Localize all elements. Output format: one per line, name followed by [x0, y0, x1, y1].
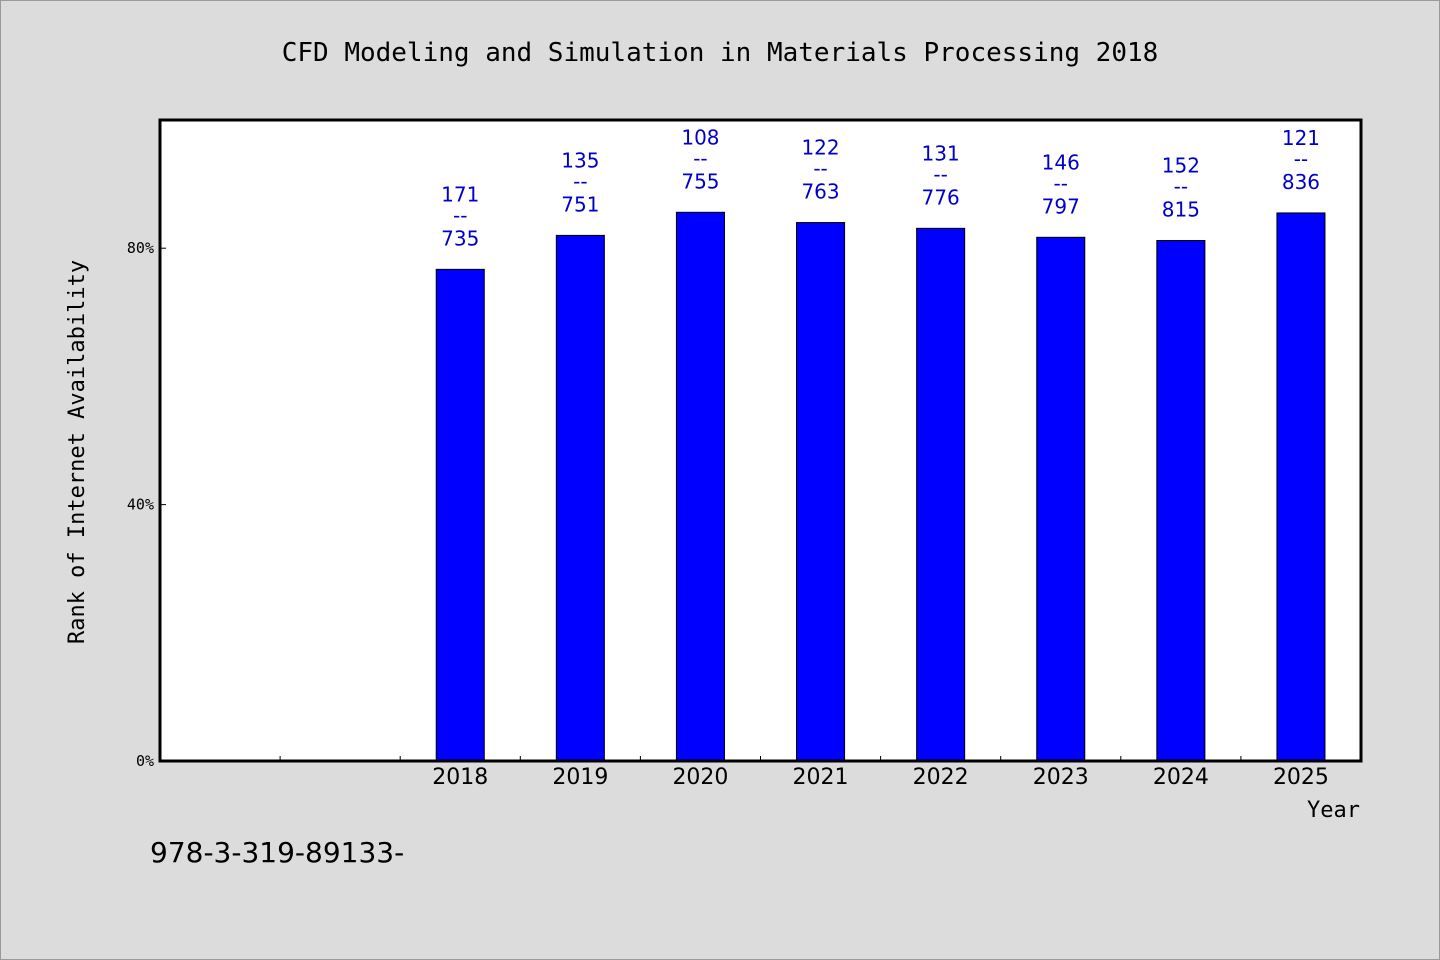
- ticks-layer: 0% 40% 80% 2018 2019 2020 2021 2022 2023 2024 2025: [127, 239, 1329, 790]
- bar-2024: [1156, 240, 1206, 762]
- x-tick-label: 2022: [913, 765, 969, 790]
- y-tick-label: 0%: [136, 752, 154, 770]
- data-label: 146: [1042, 150, 1080, 174]
- data-label: --: [1054, 171, 1068, 195]
- footer-isbn-text: 978-3-319-89133-: [150, 836, 404, 869]
- bar-2022: [916, 227, 966, 762]
- bar-2025: [1276, 212, 1326, 762]
- data-label: --: [1294, 147, 1308, 171]
- data-label: 131: [922, 141, 960, 165]
- y-axis-label: Rank of Internet Availability: [65, 260, 90, 644]
- data-label: 836: [1282, 170, 1320, 194]
- x-tick-label: 2021: [793, 765, 849, 790]
- x-tick-label: 2024: [1153, 765, 1209, 790]
- bar-2021: [796, 222, 846, 762]
- data-label: --: [813, 157, 827, 181]
- x-tick-label: 2023: [1033, 765, 1089, 790]
- data-label: 735: [441, 226, 479, 250]
- data-label: 776: [922, 185, 960, 209]
- data-label: 755: [681, 169, 719, 193]
- chart-title: CFD Modeling and Simulation in Materials…: [282, 38, 1159, 68]
- data-label: 135: [561, 148, 599, 172]
- data-label: 751: [561, 192, 599, 216]
- data-label: 108: [681, 125, 719, 149]
- data-label: 171: [441, 182, 479, 206]
- data-label: --: [933, 162, 947, 186]
- data-labels-layer: 171--735135--751108--755122--763131--776…: [441, 125, 1320, 250]
- data-label: --: [573, 169, 587, 193]
- x-tick-label: 2019: [552, 765, 608, 790]
- data-label: 121: [1282, 126, 1320, 150]
- bar-2018: [435, 268, 485, 762]
- bars-layer: [435, 211, 1326, 762]
- data-label: 815: [1162, 198, 1200, 222]
- y-tick-label: 40%: [127, 496, 154, 514]
- data-label: --: [693, 146, 707, 170]
- x-tick-label: 2025: [1273, 765, 1329, 790]
- x-axis-label: Year: [1307, 798, 1360, 823]
- data-label: 152: [1162, 154, 1200, 178]
- bar-2023: [1036, 236, 1086, 762]
- x-tick-label: 2020: [672, 765, 728, 790]
- data-label: --: [1174, 175, 1188, 199]
- data-label: 797: [1042, 194, 1080, 218]
- plot-border: [158, 118, 1363, 763]
- x-tick-label: 2018: [432, 765, 488, 790]
- data-label: --: [453, 203, 467, 227]
- data-label: 763: [801, 180, 839, 204]
- bar-2019: [555, 234, 605, 762]
- data-label: 122: [801, 136, 839, 160]
- bar-2020: [675, 211, 725, 762]
- y-tick-label: 80%: [127, 239, 154, 257]
